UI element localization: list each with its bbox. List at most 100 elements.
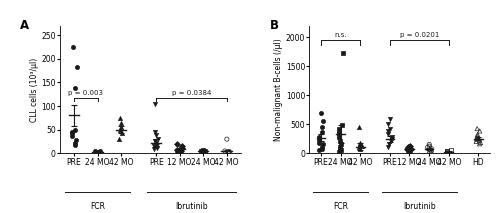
Point (116, 128, 124, 131)
Point (178, 146, 186, 149)
Point (406, 146, 413, 150)
Point (476, 129, 484, 133)
Point (404, 148, 412, 151)
Point (474, 133, 482, 136)
Point (115, 137, 123, 141)
Point (473, 135, 481, 138)
Point (408, 147, 416, 151)
Point (388, 135, 396, 138)
Point (426, 151, 434, 154)
Point (315, 148, 323, 151)
Point (92, 151, 100, 154)
Point (472, 137, 480, 141)
Point (96, 150, 104, 153)
Point (202, 149, 209, 153)
Point (388, 140, 396, 143)
Point (406, 149, 414, 152)
Point (196, 149, 204, 152)
Point (224, 150, 232, 154)
Point (316, 111, 324, 114)
Point (68, 130, 76, 134)
Point (91, 149, 99, 153)
Point (117, 121, 125, 124)
Point (152, 134, 160, 137)
Point (476, 141, 484, 144)
Point (405, 145, 413, 148)
Point (70, 45, 78, 49)
Point (316, 138, 324, 141)
Point (176, 150, 184, 153)
Text: p = 0.0384: p = 0.0384 (172, 90, 211, 96)
Point (92, 151, 100, 154)
Text: B: B (270, 19, 278, 32)
Point (152, 143, 160, 147)
Text: FCR: FCR (90, 202, 105, 211)
Point (474, 136, 482, 140)
Point (384, 145, 392, 149)
Point (316, 135, 324, 138)
Point (404, 145, 411, 149)
Point (476, 142, 484, 145)
Point (174, 148, 182, 151)
Text: FCR: FCR (333, 202, 348, 211)
Point (152, 141, 160, 145)
Point (72, 138, 80, 142)
Point (198, 151, 206, 154)
Point (336, 145, 344, 149)
Point (199, 151, 207, 155)
Point (178, 147, 186, 150)
Point (319, 143, 327, 146)
Point (356, 147, 364, 150)
Point (444, 151, 452, 154)
Point (335, 131, 343, 134)
Text: p = 0.0201: p = 0.0201 (400, 32, 439, 38)
Point (150, 147, 158, 150)
Point (442, 150, 450, 154)
Point (70, 141, 78, 145)
Point (72, 143, 80, 147)
Text: Ibrutinib: Ibrutinib (403, 202, 436, 211)
Point (426, 144, 434, 148)
Point (72, 66, 80, 69)
Point (358, 144, 366, 148)
Point (444, 150, 452, 153)
Point (153, 146, 161, 149)
Point (336, 135, 344, 138)
Point (356, 125, 364, 129)
Point (318, 131, 326, 134)
Point (336, 140, 344, 143)
Point (443, 149, 451, 153)
Point (152, 130, 160, 134)
Point (72, 86, 80, 90)
Point (68, 134, 76, 138)
Point (221, 149, 229, 153)
Point (318, 145, 326, 149)
Point (355, 145, 363, 149)
Point (337, 143, 345, 146)
Text: Ibrutinib: Ibrutinib (175, 202, 208, 211)
Point (335, 150, 343, 153)
Point (356, 141, 364, 144)
Point (385, 143, 393, 146)
Point (92, 151, 100, 155)
Point (68, 132, 76, 135)
Point (339, 52, 347, 55)
Point (384, 122, 392, 125)
Point (176, 149, 184, 153)
Point (404, 147, 411, 150)
Point (386, 117, 394, 120)
Point (427, 150, 435, 154)
Point (444, 151, 452, 155)
Point (336, 147, 344, 150)
Point (472, 140, 480, 143)
Point (336, 127, 344, 130)
Point (150, 139, 158, 143)
Point (425, 143, 433, 146)
Point (198, 150, 206, 153)
Point (388, 137, 396, 140)
Point (118, 132, 126, 135)
Point (338, 149, 345, 152)
Point (225, 150, 233, 153)
Point (174, 148, 182, 152)
Point (318, 147, 326, 150)
